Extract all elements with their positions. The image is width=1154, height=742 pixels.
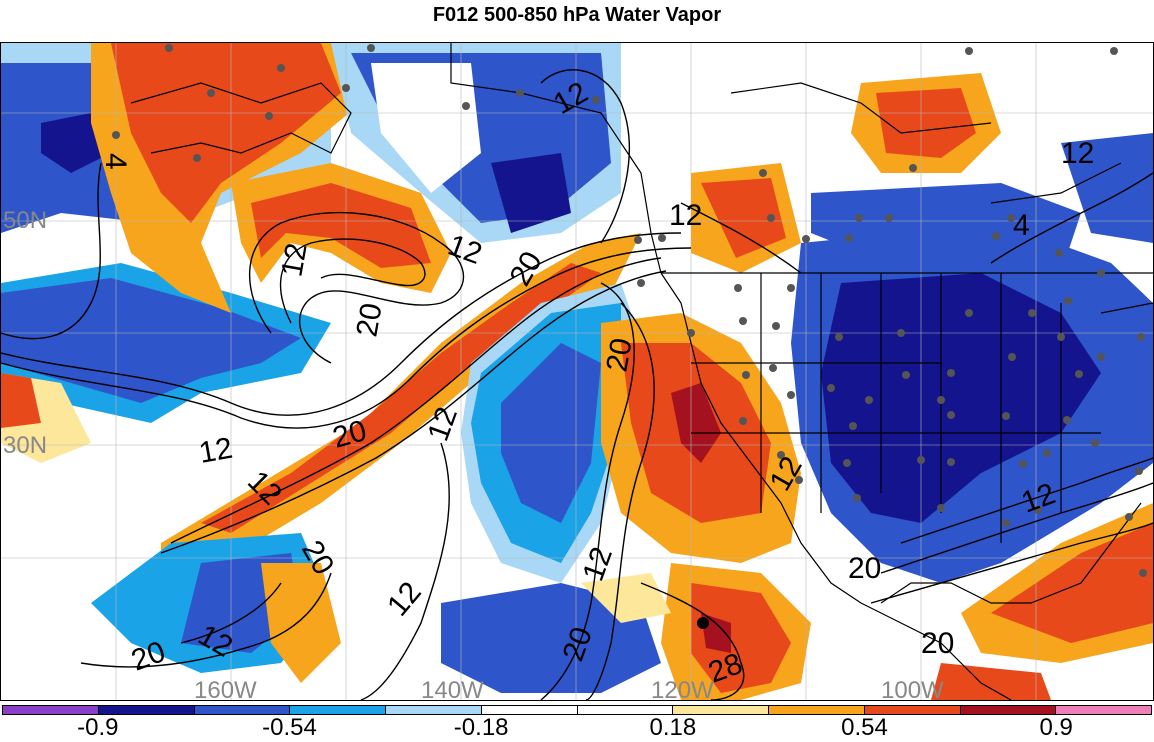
colorbar-segment (577, 706, 674, 714)
anomaly-fill-layer (1, 43, 1153, 700)
colorbar-segment (673, 706, 769, 714)
colorbar-tick-label: 0.54 (841, 714, 888, 741)
contour-label: 12 (275, 241, 313, 280)
contour-layer (1, 69, 1153, 700)
lon-label: 160W (194, 677, 257, 700)
lat-label: 30N (3, 432, 47, 459)
colorbar-tick-label: -0.18 (453, 714, 509, 741)
lat-lon-grid (1, 43, 1153, 700)
colorbar-tick-label: -0.9 (77, 714, 119, 741)
colorbar-segment (386, 706, 482, 714)
colorbar-segment (1056, 706, 1151, 714)
colorbar-segment (769, 706, 865, 714)
colorbar (2, 705, 1152, 715)
contour-label: 4 (1013, 209, 1030, 242)
contour-label: 12 (381, 576, 428, 623)
contour-label: 20 (600, 336, 638, 375)
contour-label: 20 (350, 301, 388, 340)
colorbar-segment (194, 706, 291, 714)
colorbar-segment (481, 706, 578, 714)
contour-label: 12 (196, 432, 235, 470)
colorbar-segment (864, 706, 961, 714)
contour-label: 20 (848, 552, 881, 585)
lon-label: 100W (881, 677, 944, 700)
map-panel: 12 4 12 4 12 20 12 20 20 12 12 20 12 12 … (0, 42, 1154, 701)
colorbar-segment (98, 706, 195, 714)
contour-label: 20 (921, 627, 954, 660)
lon-label: 140W (421, 677, 484, 700)
colorbar-tick-label: -0.54 (262, 714, 317, 741)
colorbar-tick-label: 0.18 (649, 714, 697, 741)
colorbar-segment (3, 706, 99, 714)
contour-label: 4 (99, 153, 132, 170)
contour-label: 12 (1061, 137, 1094, 170)
chart-title: F012 500-850 hPa Water Vapor (432, 4, 722, 26)
axis-labels: 50N 30N 160W 140W 120W 100W (3, 207, 944, 700)
lon-label: 120W (651, 677, 714, 700)
colorbar-tick-label: 0.9 (1039, 714, 1073, 741)
colorbar-segment (960, 706, 1057, 714)
station-layer (112, 44, 1147, 629)
colorbar-segment (290, 706, 386, 714)
map-canvas: 12 4 12 4 12 20 12 20 20 12 12 20 12 12 … (1, 43, 1153, 700)
contour-label: 12 (669, 199, 702, 232)
lat-label: 50N (3, 207, 47, 234)
